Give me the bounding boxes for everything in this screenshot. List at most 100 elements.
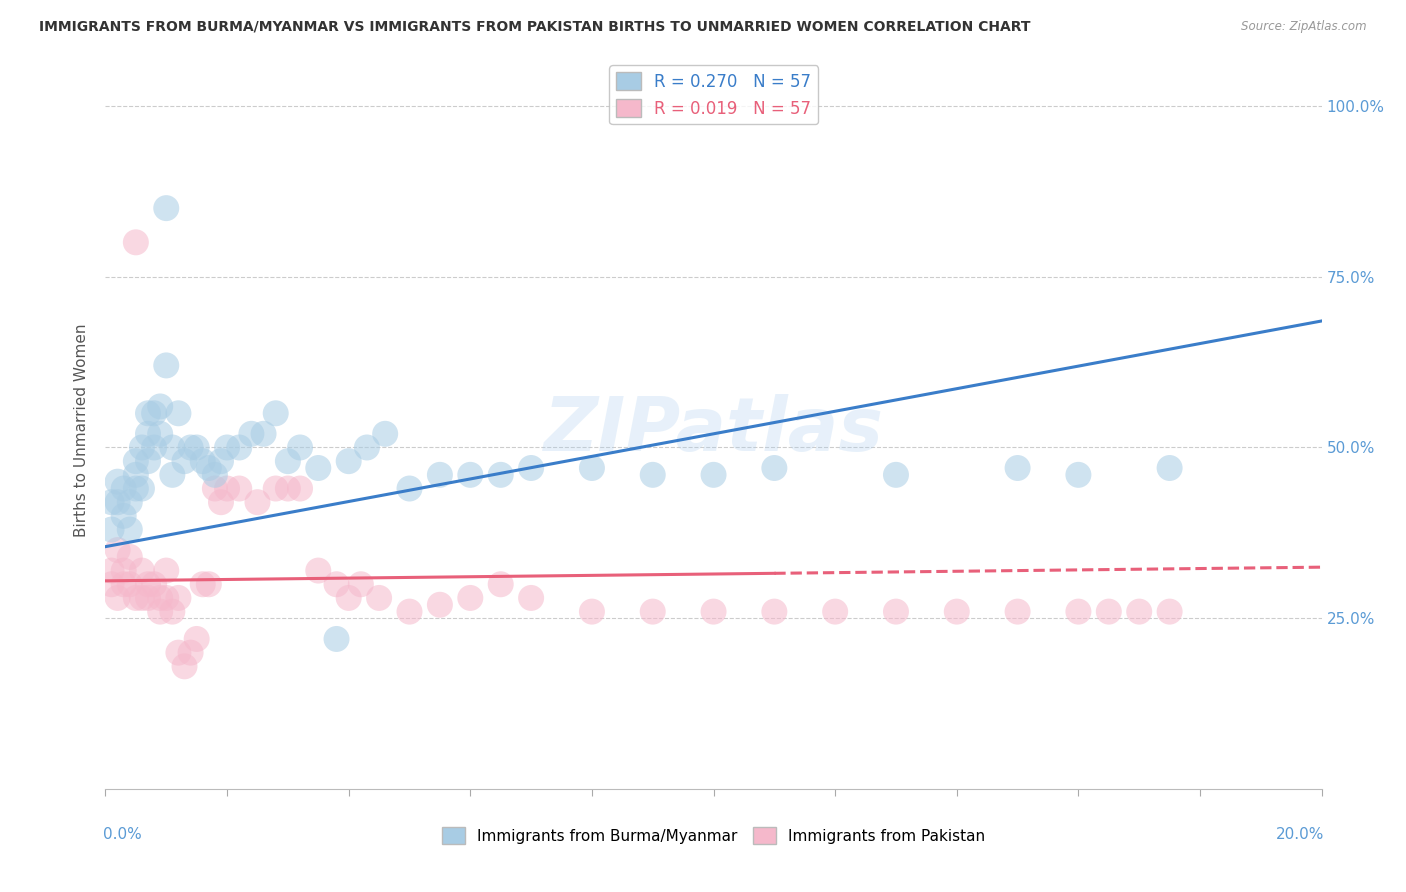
Point: [136, 591, 159, 605]
Point: [155, 201, 177, 215]
Point: [1098, 605, 1121, 619]
Point: [824, 605, 846, 619]
Point: [325, 632, 347, 646]
Point: [398, 482, 420, 496]
Point: [641, 605, 664, 619]
Point: [581, 461, 603, 475]
Text: Source: ZipAtlas.com: Source: ZipAtlas.com: [1241, 20, 1367, 33]
Point: [702, 467, 725, 482]
Point: [337, 454, 360, 468]
Point: [204, 467, 226, 482]
Point: [125, 482, 148, 496]
Text: 20.0%: 20.0%: [1275, 827, 1324, 842]
Point: [112, 564, 135, 578]
Point: [100, 523, 122, 537]
Point: [143, 577, 166, 591]
Point: [173, 454, 195, 468]
Point: [489, 467, 512, 482]
Point: [136, 454, 159, 468]
Point: [458, 467, 481, 482]
Point: [307, 564, 329, 578]
Point: [149, 591, 172, 605]
Point: [125, 454, 148, 468]
Point: [1067, 605, 1090, 619]
Point: [398, 605, 420, 619]
Text: 0.0%: 0.0%: [103, 827, 142, 842]
Point: [180, 646, 202, 660]
Point: [167, 591, 190, 605]
Point: [112, 482, 135, 496]
Point: [131, 441, 153, 455]
Point: [209, 495, 232, 509]
Point: [374, 426, 396, 441]
Point: [136, 406, 159, 420]
Point: [228, 482, 250, 496]
Point: [118, 577, 141, 591]
Point: [240, 426, 263, 441]
Point: [112, 508, 135, 523]
Point: [100, 577, 122, 591]
Point: [143, 406, 166, 420]
Point: [136, 577, 159, 591]
Point: [107, 543, 129, 558]
Point: [125, 235, 148, 250]
Point: [325, 577, 347, 591]
Point: [155, 359, 177, 373]
Point: [155, 591, 177, 605]
Point: [581, 605, 603, 619]
Point: [489, 577, 512, 591]
Point: [217, 482, 239, 496]
Point: [167, 406, 190, 420]
Point: [264, 482, 287, 496]
Point: [356, 441, 378, 455]
Point: [252, 426, 274, 441]
Legend: Immigrants from Burma/Myanmar, Immigrants from Pakistan: Immigrants from Burma/Myanmar, Immigrant…: [436, 822, 991, 850]
Point: [520, 591, 543, 605]
Point: [1128, 605, 1150, 619]
Point: [884, 605, 907, 619]
Point: [763, 461, 786, 475]
Y-axis label: Births to Unmarried Women: Births to Unmarried Women: [75, 324, 90, 537]
Point: [198, 577, 221, 591]
Point: [520, 461, 543, 475]
Point: [149, 426, 172, 441]
Point: [100, 564, 122, 578]
Point: [198, 461, 221, 475]
Point: [429, 598, 451, 612]
Point: [162, 605, 184, 619]
Point: [173, 659, 195, 673]
Point: [167, 646, 190, 660]
Point: [702, 605, 725, 619]
Point: [107, 495, 129, 509]
Point: [149, 400, 172, 414]
Point: [337, 591, 360, 605]
Point: [763, 605, 786, 619]
Point: [350, 577, 373, 591]
Point: [186, 441, 208, 455]
Point: [368, 591, 391, 605]
Point: [217, 441, 239, 455]
Point: [107, 475, 129, 489]
Point: [180, 441, 202, 455]
Point: [1159, 461, 1181, 475]
Point: [288, 441, 311, 455]
Point: [136, 426, 159, 441]
Point: [191, 454, 214, 468]
Point: [100, 495, 122, 509]
Point: [191, 577, 214, 591]
Point: [118, 523, 141, 537]
Point: [186, 632, 208, 646]
Point: [118, 495, 141, 509]
Point: [131, 482, 153, 496]
Point: [264, 406, 287, 420]
Point: [246, 495, 269, 509]
Point: [125, 467, 148, 482]
Point: [228, 441, 250, 455]
Point: [458, 591, 481, 605]
Point: [162, 441, 184, 455]
Point: [143, 441, 166, 455]
Point: [131, 564, 153, 578]
Point: [429, 467, 451, 482]
Point: [277, 454, 299, 468]
Point: [204, 482, 226, 496]
